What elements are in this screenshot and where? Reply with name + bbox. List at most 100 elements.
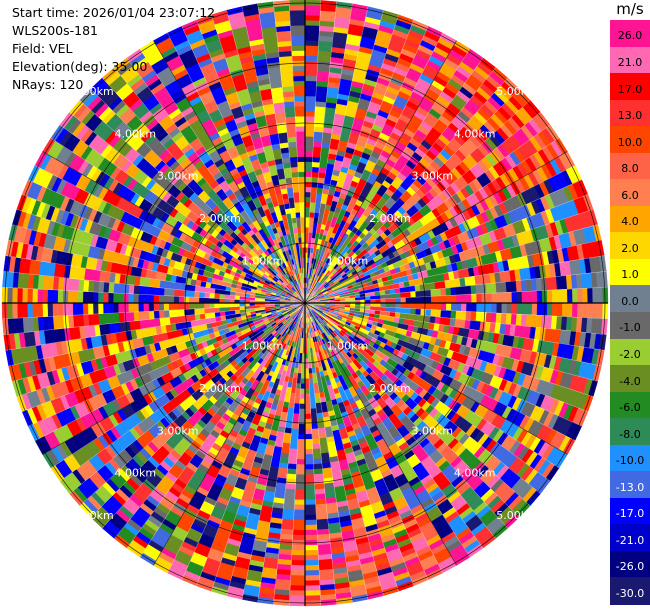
gate-cell bbox=[592, 302, 599, 319]
gate-cell bbox=[425, 289, 432, 297]
gate-cell bbox=[297, 443, 306, 450]
gate-cell bbox=[511, 302, 518, 315]
ray-gap bbox=[304, 20, 414, 304]
gate-cell bbox=[308, 383, 315, 389]
gate-cell bbox=[312, 156, 321, 163]
gate-cell bbox=[304, 494, 316, 501]
gate-cell bbox=[521, 291, 528, 304]
gate-cell bbox=[506, 302, 513, 315]
gate-cell bbox=[380, 294, 386, 300]
gate-cell bbox=[496, 302, 503, 314]
gate-cell bbox=[304, 388, 311, 395]
gate-cell bbox=[310, 186, 318, 193]
gate-cell bbox=[461, 302, 467, 312]
gate-cell bbox=[556, 289, 563, 304]
gate-cell bbox=[310, 403, 317, 410]
gate-cell bbox=[304, 151, 314, 158]
gate-cell bbox=[511, 291, 518, 304]
gate-cell bbox=[304, 403, 311, 410]
gate-cell bbox=[491, 292, 498, 304]
gate-cell bbox=[450, 286, 457, 296]
gate-cell bbox=[289, 580, 306, 587]
gate-cell bbox=[294, 484, 306, 491]
gate-cell bbox=[313, 131, 324, 138]
gate-cell bbox=[304, 428, 313, 435]
gate-cell bbox=[455, 286, 462, 296]
gate-cell bbox=[310, 408, 317, 415]
gate-cell bbox=[286, 473, 297, 480]
gate-cell bbox=[420, 302, 427, 310]
gate-cell bbox=[587, 287, 594, 304]
gate-cell bbox=[415, 302, 422, 310]
gate-cell bbox=[465, 285, 472, 295]
gate-cell bbox=[304, 110, 316, 117]
gate-cell bbox=[536, 302, 543, 316]
gate-cell bbox=[486, 292, 493, 304]
gate-cell bbox=[295, 388, 301, 395]
gate-cell bbox=[304, 529, 318, 536]
gate-cell bbox=[299, 388, 306, 395]
gate-cell bbox=[312, 151, 322, 158]
gate-cell bbox=[286, 468, 297, 475]
gate-cell bbox=[291, 423, 299, 430]
gate-cell bbox=[577, 302, 584, 318]
gate-cell bbox=[491, 302, 498, 314]
gate-cell bbox=[450, 294, 457, 304]
gate-cell bbox=[309, 211, 315, 218]
gate-cell bbox=[304, 25, 320, 31]
ray-gap bbox=[304, 14, 399, 304]
gate-cell bbox=[395, 307, 402, 314]
gate-cell bbox=[395, 292, 402, 299]
gate-cell bbox=[420, 290, 427, 298]
gate-cell bbox=[304, 464, 314, 470]
gate-cell bbox=[291, 428, 299, 435]
gate-cell bbox=[456, 294, 462, 304]
gate-cell bbox=[466, 294, 472, 304]
gate-cell bbox=[470, 284, 477, 295]
gate-cell bbox=[516, 291, 523, 304]
gate-cell bbox=[313, 126, 324, 133]
gate-cell bbox=[435, 295, 442, 304]
gate-cell bbox=[460, 285, 467, 296]
gate-cell bbox=[304, 156, 313, 163]
gate-cell bbox=[310, 191, 317, 198]
gate-cell bbox=[445, 302, 452, 311]
gate-cell bbox=[304, 469, 315, 475]
gate-cell bbox=[312, 453, 322, 460]
gate-cell bbox=[304, 575, 320, 582]
gate-cell bbox=[294, 494, 306, 501]
gate-cell bbox=[304, 176, 312, 183]
gate-cell bbox=[289, 443, 298, 450]
gate-cell bbox=[445, 295, 452, 304]
gate-cell bbox=[476, 302, 483, 313]
gate-cell bbox=[430, 295, 437, 304]
gate-cell bbox=[304, 181, 312, 188]
gate-cell bbox=[294, 489, 306, 496]
gate-cell bbox=[297, 438, 306, 445]
gate-cell bbox=[455, 310, 462, 320]
gate-cell bbox=[445, 310, 452, 319]
gate-cell bbox=[460, 310, 467, 321]
gate-cell bbox=[312, 443, 321, 450]
gate-cell bbox=[287, 458, 298, 465]
gate-cell bbox=[293, 509, 306, 516]
gate-cell bbox=[314, 493, 326, 500]
gate-cell bbox=[304, 105, 316, 112]
gate-cell bbox=[410, 296, 417, 304]
gate-cell bbox=[304, 45, 319, 52]
gate-cell bbox=[546, 302, 553, 317]
gate-cell bbox=[304, 418, 312, 425]
gate-cell bbox=[293, 519, 306, 526]
gate-cell bbox=[400, 302, 407, 309]
gate-cell bbox=[450, 310, 457, 320]
gate-cell bbox=[292, 529, 306, 536]
gate-cell bbox=[304, 459, 314, 465]
gate-cell bbox=[572, 288, 578, 304]
gate-cell bbox=[425, 302, 432, 310]
gate-cell bbox=[310, 181, 318, 188]
gate-cell bbox=[296, 454, 306, 460]
gate-cell bbox=[495, 282, 502, 294]
ray-gap bbox=[304, 48, 471, 304]
gate-cell bbox=[292, 413, 300, 420]
gate-cell bbox=[311, 166, 320, 173]
